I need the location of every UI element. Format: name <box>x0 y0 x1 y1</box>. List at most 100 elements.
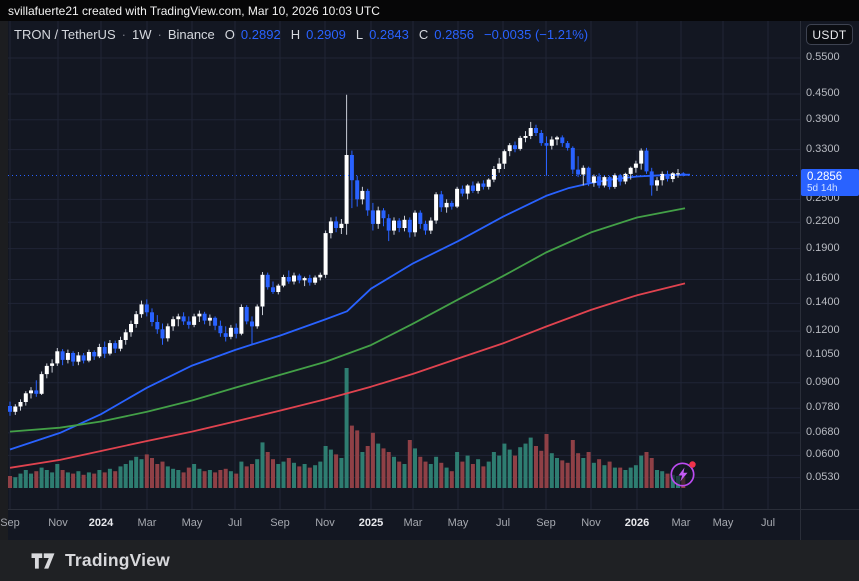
candle-body <box>71 353 76 362</box>
candle-body <box>92 352 97 357</box>
volume-bar <box>255 459 260 488</box>
candle-body <box>549 139 554 146</box>
time-tick-month: Sep <box>0 517 20 529</box>
legend-separator: · <box>121 27 126 42</box>
price-axis-background[interactable] <box>800 21 859 540</box>
volume-bar <box>55 464 60 488</box>
candle-body <box>633 163 638 168</box>
price-tick-label: 0.1050 <box>806 348 840 361</box>
volume-bar <box>665 473 670 488</box>
candle-body <box>281 277 286 286</box>
volume-bar <box>455 452 460 488</box>
volume-bar <box>107 468 112 488</box>
candle-body <box>250 321 254 327</box>
volume-bar <box>423 461 428 488</box>
volume-bar <box>102 472 107 488</box>
notification-dot <box>689 461 696 468</box>
change-value: −0.0035 (−1.21%) <box>484 27 589 42</box>
volume-bar <box>481 466 486 488</box>
volume-bar <box>113 471 118 488</box>
volume-bar <box>344 368 349 488</box>
time-tick-month: May <box>712 517 734 529</box>
candle-body <box>23 393 28 402</box>
volume-bar <box>560 460 565 488</box>
interval-label[interactable]: 1W <box>131 27 152 42</box>
time-tick-month: Nov <box>48 517 68 529</box>
candle-body <box>313 277 318 283</box>
volume-bar <box>213 472 218 488</box>
candle-body <box>644 150 649 172</box>
volume-bar <box>449 471 454 488</box>
volume-bar <box>176 470 181 488</box>
volume-bar <box>581 458 586 488</box>
volume-bar <box>544 434 549 488</box>
time-tick-month: Jul <box>760 517 776 529</box>
volume-bar <box>628 467 633 488</box>
volume-bar <box>39 467 44 488</box>
volume-bar <box>386 452 391 488</box>
volume-bar <box>365 446 370 488</box>
price-tick-label: 0.1900 <box>806 241 840 254</box>
volume-bar <box>307 467 312 488</box>
candle-body <box>155 322 160 330</box>
tradingview-logo-icon[interactable] <box>30 550 56 572</box>
candle-body <box>55 351 60 364</box>
candle-body <box>670 173 675 179</box>
volume-bar <box>444 467 449 488</box>
currency-toggle-button[interactable]: USDT <box>806 24 853 45</box>
candle-body <box>334 221 339 228</box>
candle-body <box>612 175 617 187</box>
volume-bar <box>334 454 339 488</box>
symbol-name[interactable]: TRON / TetherUS <box>14 27 116 42</box>
candle-body <box>29 390 33 394</box>
volume-bar <box>328 449 333 488</box>
candle-body <box>328 221 333 234</box>
candle-body <box>134 314 139 324</box>
candle-body <box>518 137 523 149</box>
volume-bar <box>502 443 507 488</box>
candle-body <box>449 202 454 207</box>
volume-bar <box>292 462 296 488</box>
candle-body <box>39 374 44 394</box>
time-axis-background[interactable] <box>8 510 800 540</box>
price-tick-label: 0.0600 <box>806 448 840 461</box>
volume-bar <box>313 465 318 488</box>
low-label: L <box>355 27 364 42</box>
volume-bar <box>381 448 386 488</box>
price-tick-label: 0.1600 <box>806 272 840 285</box>
candle-body <box>318 274 323 278</box>
tradingview-wordmark[interactable]: TradingView <box>65 550 170 570</box>
volume-bar <box>13 477 18 488</box>
open-label: O <box>224 27 235 42</box>
bar-countdown: 5d 14h <box>807 183 838 195</box>
candle-body <box>50 363 55 366</box>
candle-body <box>376 210 381 224</box>
candle-body <box>65 353 70 360</box>
candle-body <box>176 316 181 320</box>
volume-bar <box>612 467 617 488</box>
candle-body <box>407 219 412 233</box>
candle-body <box>360 190 365 200</box>
volume-bar <box>218 470 223 488</box>
candle-body <box>18 402 23 407</box>
candle-body <box>165 326 170 339</box>
volume-bar <box>555 458 559 488</box>
volume-bar <box>207 470 212 488</box>
candle-body <box>102 347 107 354</box>
candle-body <box>292 275 296 282</box>
boost-lightning-icon[interactable] <box>668 459 699 490</box>
price-tick-label: 0.5500 <box>806 51 840 63</box>
exchange-label[interactable]: Binance <box>167 27 215 42</box>
candle-body <box>576 169 581 175</box>
volume-bar <box>565 462 570 488</box>
volume-bar <box>392 456 396 488</box>
candle-body <box>276 285 281 292</box>
candle-body <box>344 155 349 224</box>
candle-body <box>207 317 212 321</box>
candle-body <box>418 212 423 224</box>
volume-bar <box>260 442 265 488</box>
candle-body <box>676 173 680 175</box>
volume-bar <box>639 455 644 488</box>
